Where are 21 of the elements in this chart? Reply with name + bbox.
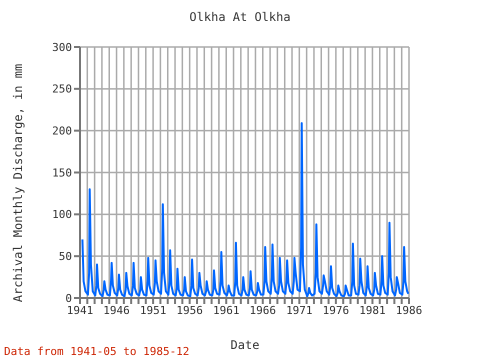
y-tick-label: 200 — [52, 124, 72, 138]
x-tick-label: 1941 — [66, 304, 94, 317]
x-tick-label: 1966 — [250, 304, 276, 317]
x-tick-label: 1976 — [322, 304, 350, 317]
chart-title: Olkha At Olkha — [188, 10, 292, 24]
x-tick-label: 1986 — [396, 304, 422, 317]
y-tick-label: 100 — [52, 208, 72, 222]
x-tick-label: 1951 — [140, 304, 166, 317]
y-tick-label: 300 — [52, 40, 72, 54]
x-tick-label: 1956 — [176, 304, 203, 317]
x-axis-title: Date — [230, 338, 260, 352]
y-tick-label: 150 — [52, 166, 72, 180]
x-tick-label: 1961 — [212, 304, 240, 317]
x-tick-label: 1981 — [359, 304, 386, 317]
y-tick-label: 0 — [65, 292, 72, 305]
x-tick-label: 1946 — [103, 304, 130, 317]
x-tick-label: 1971 — [286, 304, 313, 317]
y-axis-title: Archival Monthly Discharge, in mm — [11, 64, 25, 302]
y-tick-label: 50 — [58, 250, 72, 264]
text: Data from 1941-05 to 1985-12 — [4, 345, 190, 358]
y-tick-label: 250 — [52, 82, 72, 96]
